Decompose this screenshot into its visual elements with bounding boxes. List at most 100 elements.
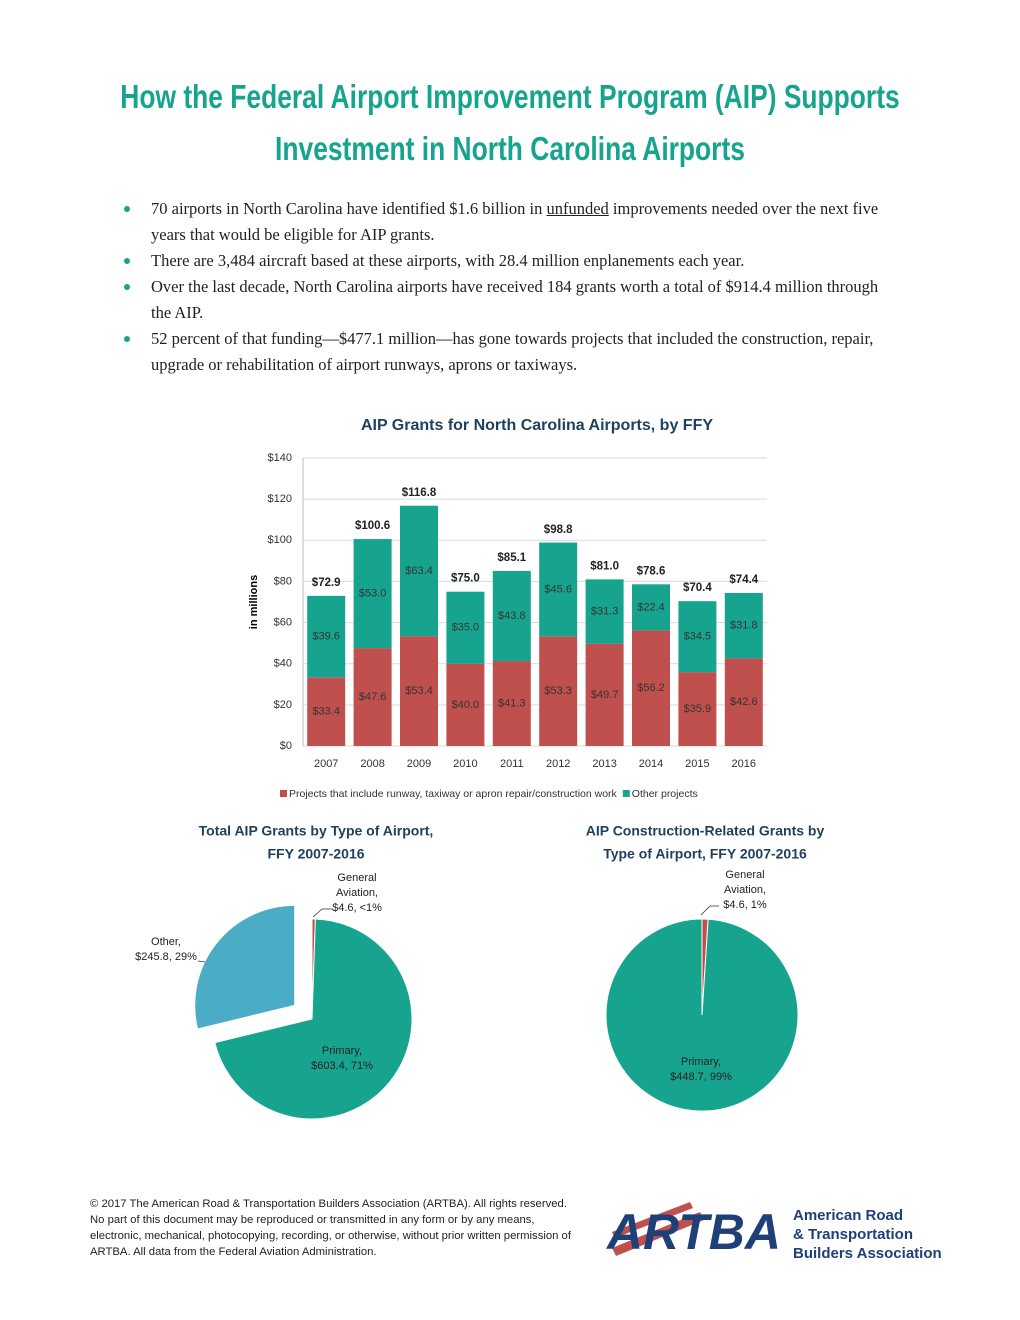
x-tick-label: 2010 (453, 758, 477, 770)
logo-stripes (612, 1202, 704, 1256)
bullet-text: 70 airports in North Carolina have ident… (151, 199, 547, 218)
value-label: $22.4 (637, 601, 665, 613)
bullet: 70 airports in North Carolina have ident… (124, 196, 899, 248)
value-label: $39.6 (312, 630, 340, 642)
y-tick-label: $100 (268, 534, 292, 546)
bar-segment (353, 539, 392, 649)
value-label: $34.5 (684, 631, 712, 643)
x-tick-label: 2012 (546, 758, 570, 770)
value-label: $53.0 (359, 587, 387, 599)
y-tick-label: $120 (268, 493, 292, 505)
bar-segment (492, 661, 531, 746)
slice-label: Primary, $448.7, 99% (651, 1055, 751, 1085)
y-tick-label: $40 (274, 658, 292, 670)
slice-value-label: $448.7, 99% (670, 1071, 732, 1083)
bar-segment (632, 584, 670, 631)
value-label: $53.4 (405, 685, 433, 697)
value-label: $35.9 (684, 703, 712, 715)
total-label: $81.0 (590, 560, 619, 572)
leader-line (197, 960, 206, 963)
bar-segment (353, 648, 392, 746)
total-label: $98.8 (544, 524, 573, 536)
slice-name: Primary, (321, 1045, 363, 1057)
title: Investment in North Carolina Airports (275, 130, 745, 167)
slice-name: Other, (151, 936, 181, 948)
bar-segment (307, 677, 346, 746)
pie-slice (194, 904, 296, 1030)
slice-value-label: $4.6, 1% (723, 899, 767, 911)
pie-title: Total AIP Grants by Type of Airport, (199, 823, 434, 839)
bullet-text: improvements needed over the next five y… (151, 199, 879, 244)
logo: ARTBA (605, 1204, 781, 1260)
slice-value-label: $245.8, 29% (135, 951, 197, 963)
slice-value-label: $4.6, <1% (332, 902, 382, 914)
x-tick-label: 2016 (732, 758, 756, 770)
y-tick-label: $140 (268, 452, 292, 464)
bullet-text: 52 percent of that funding—$477.1 millio… (151, 329, 874, 374)
bullet: Over the last decade, North Carolina air… (124, 274, 899, 326)
leader-line (312, 908, 333, 918)
value-label: $40.0 (452, 699, 480, 711)
bullet-list: 70 airports in North Carolina have ident… (124, 196, 899, 378)
value-label: $49.7 (591, 689, 619, 701)
bar-segment (678, 601, 717, 673)
bar-segment (724, 658, 763, 746)
slice-label: General Aviation, $4.6, <1% (317, 871, 397, 916)
y-tick-label: $20 (274, 699, 292, 711)
slice-label: General Aviation, $4.6, 1% (705, 868, 785, 913)
value-label: $43.8 (498, 610, 526, 622)
legend-swatch (280, 790, 287, 797)
total-label: $74.4 (729, 574, 758, 586)
footer-text: © 2017 The American Road & Transportatio… (90, 1198, 571, 1258)
title: How the Federal Airport Improvement Prog… (120, 78, 900, 115)
bullet: There are 3,484 aircraft based at these … (124, 248, 899, 274)
total-label: $85.1 (497, 552, 526, 564)
slice-name: General Aviation, (336, 872, 378, 899)
bar-segment (632, 630, 670, 746)
value-label: $53.3 (544, 685, 572, 697)
legend-swatch (622, 790, 630, 797)
slice-label: Other, $245.8, 29% (116, 935, 216, 965)
bar-segment (585, 579, 624, 644)
slice-label: Primary, $603.4, 71% (292, 1044, 392, 1074)
pie-slice (214, 918, 413, 1120)
value-label: $63.4 (405, 565, 433, 577)
pie-title: FFY 2007-2016 (267, 846, 364, 862)
org-name: & Transportation (793, 1226, 913, 1243)
bar-segment (539, 636, 578, 746)
total-label: $72.9 (312, 577, 341, 589)
slice-name: Primary, (680, 1056, 722, 1068)
bar-segment (539, 542, 578, 637)
value-label: $45.6 (544, 583, 572, 595)
y-tick-label: $60 (274, 616, 292, 628)
value-label: $35.0 (452, 622, 480, 634)
x-tick-label: 2014 (639, 758, 663, 770)
x-tick-label: 2013 (592, 758, 616, 770)
value-label: $42.6 (730, 696, 758, 708)
org-name: Builders Association (793, 1245, 942, 1262)
value-label: $47.6 (359, 691, 387, 703)
chart-title: AIP Grants for North Carolina Airports, … (361, 417, 713, 434)
bullet: 52 percent of that funding—$477.1 millio… (124, 326, 899, 378)
x-tick-label: 2011 (500, 758, 524, 770)
bullet-underlined: unfunded (546, 199, 609, 218)
bar-segment (400, 636, 438, 746)
pie-slice (605, 918, 799, 1112)
org-name: American Road (793, 1207, 903, 1224)
bar-segment (446, 663, 485, 746)
x-tick-label: 2009 (407, 758, 431, 770)
value-label: $56.2 (637, 682, 665, 694)
total-label: $75.0 (451, 573, 480, 585)
bar-segment (307, 595, 346, 678)
bar-segment (400, 505, 438, 637)
x-tick-label: 2007 (314, 758, 338, 770)
value-label: $41.3 (498, 697, 526, 709)
value-label: $31.3 (591, 605, 619, 617)
pie-title: Type of Airport, FFY 2007-2016 (603, 846, 807, 862)
bar-segment (724, 592, 763, 659)
value-label: $33.4 (312, 706, 340, 718)
x-tick-label: 2015 (685, 758, 709, 770)
total-label: $70.4 (683, 582, 712, 594)
bullet-text: There are 3,484 aircraft based at these … (151, 251, 745, 270)
